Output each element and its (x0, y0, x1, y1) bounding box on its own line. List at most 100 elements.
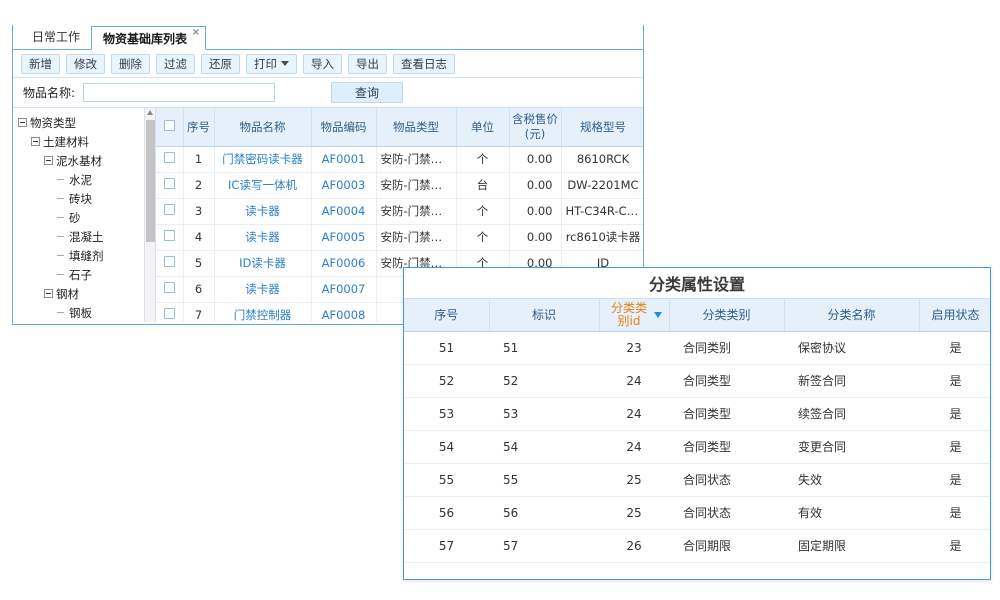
cell-name: 读卡器 (214, 224, 312, 251)
cell-code: AF0004 (311, 198, 377, 225)
view-log-button[interactable]: 查看日志 (393, 53, 455, 74)
column-unit[interactable]: 单位 (456, 108, 510, 147)
edit-button[interactable]: 修改 (66, 53, 105, 74)
column-code[interactable]: 物品编码 (311, 108, 377, 147)
table-row[interactable]: 51 51 23 合同类别 保密协议是 (404, 331, 990, 365)
cell-name: IC读写一体机 (214, 172, 312, 199)
tree-collapse-icon[interactable] (44, 156, 53, 165)
button-label: 打印 (254, 56, 277, 71)
material-type-tree: 物资类型土建材料泥水基材水泥砖块砂混凝土填缝剂石子钢材钢板钢管 (13, 108, 156, 322)
cell-price: 0.00 (509, 224, 562, 251)
export-button[interactable]: 导出 (348, 53, 387, 74)
table-row[interactable]: 4 读卡器 AF0005 安防-门禁系统个 0.00 rc8610读卡器 (156, 224, 643, 251)
cell-category: 合同期限 (669, 529, 784, 563)
delete-button[interactable]: 删除 (111, 53, 150, 74)
row-checkbox-cell[interactable] (156, 172, 184, 199)
search-input[interactable] (83, 83, 276, 102)
row-checkbox-cell[interactable] (156, 250, 184, 277)
cell-flag: 52 (489, 364, 599, 398)
tree-node[interactable]: 物资类型 (16, 113, 155, 132)
row-checkbox-cell[interactable] (156, 224, 184, 251)
import-button[interactable]: 导入 (303, 53, 342, 74)
tree-node[interactable]: 水泥 (16, 170, 155, 189)
scroll-up-icon[interactable] (147, 110, 153, 115)
row-checkbox-cell[interactable] (156, 198, 184, 225)
table-row[interactable]: 54 54 24 合同类型 变更合同是 (404, 430, 990, 464)
table-row[interactable]: 2 IC读写一体机 AF0003 安防-门禁系统台 0.00 DW-2201MC (156, 172, 643, 199)
dialog-column-flag[interactable]: 标识 (489, 299, 600, 332)
dialog-column-category-id[interactable]: 分类类别id (599, 299, 670, 332)
cell-unit: 个 (456, 224, 510, 251)
tree-node[interactable]: 钢板 (16, 303, 155, 322)
table-row[interactable]: 55 55 25 合同状态 失效是 (404, 463, 990, 497)
tree-node[interactable]: 钢材 (16, 284, 155, 303)
cell-seq: 3 (183, 198, 215, 225)
row-checkbox[interactable] (163, 178, 175, 189)
tree-node[interactable]: 砂 (16, 208, 155, 227)
row-checkbox[interactable] (163, 152, 175, 163)
dialog-column-category-name[interactable]: 分类名称 (784, 299, 920, 332)
cell-flag: 51 (489, 331, 599, 365)
cell-category-id: 25 (599, 496, 669, 530)
column-select-all[interactable] (156, 108, 184, 147)
table-row[interactable]: 57 57 26 合同期限 固定期限是 (404, 529, 990, 563)
tree-node[interactable]: 土建材料 (16, 132, 155, 151)
button-label: 修改 (74, 56, 97, 71)
row-checkbox-cell[interactable] (156, 146, 184, 173)
row-checkbox-cell[interactable] (156, 276, 184, 303)
button-label: 新增 (29, 56, 52, 71)
tab-daily-work[interactable]: 日常工作 (21, 25, 91, 49)
cell-seq: 4 (183, 224, 215, 251)
tree-collapse-icon[interactable] (31, 137, 40, 146)
tree-leaf-icon (57, 213, 66, 222)
cell-seq: 53 (404, 397, 489, 431)
dialog-column-enabled[interactable]: 启用状态 (919, 299, 990, 332)
column-seq[interactable]: 序号 (183, 108, 215, 147)
cell-type: 安防-门禁系统 (376, 198, 457, 225)
print-button[interactable]: 打印 (246, 53, 297, 74)
cell-enabled: 是 (919, 430, 990, 464)
filter-button[interactable]: 过滤 (156, 53, 195, 74)
column-price[interactable]: 含税售价 (元) (509, 108, 562, 147)
row-checkbox[interactable] (163, 230, 175, 241)
tree-collapse-icon[interactable] (44, 289, 53, 298)
tree-scrollbar-thumb[interactable] (146, 120, 155, 242)
table-row[interactable]: 52 52 24 合同类型 新签合同是 (404, 364, 990, 398)
tree-node[interactable]: 石子 (16, 265, 155, 284)
row-checkbox[interactable] (163, 308, 175, 319)
column-name[interactable]: 物品名称 (214, 108, 312, 147)
row-checkbox[interactable] (163, 256, 175, 267)
row-checkbox[interactable] (163, 282, 175, 293)
tree-leaf-icon (57, 270, 66, 279)
close-icon[interactable]: × (191, 27, 201, 38)
column-spec[interactable]: 规格型号 (561, 108, 643, 147)
restore-button[interactable]: 还原 (201, 53, 240, 74)
table-row[interactable]: 53 53 24 合同类型 续签合同是 (404, 397, 990, 431)
dialog-column-category[interactable]: 分类类别 (669, 299, 785, 332)
table-row[interactable]: 1 门禁密码读卡器 AF0001 安防-门禁系统个 0.00 8610RCK (156, 146, 643, 173)
tree-node[interactable]: 泥水基材 (16, 151, 155, 170)
tree-node[interactable]: 混凝土 (16, 227, 155, 246)
tab-materials-base-list[interactable]: 物资基础库列表 × (91, 26, 207, 50)
tree-node[interactable]: 砖块 (16, 189, 155, 208)
sort-descending-icon[interactable] (654, 311, 662, 318)
table-row[interactable]: 56 56 25 合同状态 有效是 (404, 496, 990, 530)
query-button[interactable]: 查询 (331, 82, 404, 103)
select-all-checkbox[interactable] (163, 119, 175, 131)
row-checkbox-cell[interactable] (156, 302, 184, 322)
cell-enabled: 是 (919, 397, 990, 431)
column-type[interactable]: 物品类型 (376, 108, 457, 147)
tree-collapse-icon[interactable] (18, 118, 27, 127)
cell-category: 合同状态 (669, 463, 784, 497)
cell-flag: 53 (489, 397, 599, 431)
row-checkbox[interactable] (163, 204, 175, 215)
tree-leaf-icon (57, 194, 66, 203)
tree-scrollbar[interactable] (144, 108, 155, 322)
add-button[interactable]: 新增 (21, 53, 60, 74)
cell-category-name: 新签合同 (784, 364, 919, 398)
tree-node[interactable]: 填缝剂 (16, 246, 155, 265)
cell-code: AF0003 (311, 172, 377, 199)
dialog-column-seq[interactable]: 序号 (404, 299, 490, 332)
dialog-title: 分类属性设置 (404, 268, 990, 299)
